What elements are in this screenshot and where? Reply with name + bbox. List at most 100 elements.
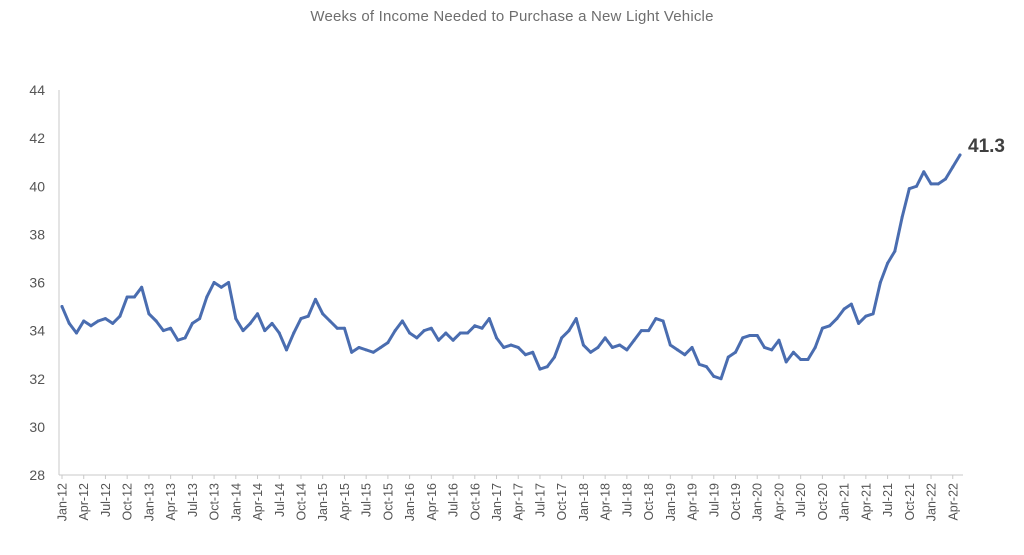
data-point — [386, 341, 390, 345]
data-point — [198, 317, 202, 321]
data-point — [647, 329, 651, 333]
data-point — [67, 321, 71, 325]
data-point — [762, 345, 766, 349]
x-tick-label: Jul-21 — [881, 483, 895, 517]
data-point — [82, 319, 86, 323]
x-tick-label: Jan-19 — [664, 483, 678, 521]
data-point — [596, 345, 600, 349]
x-tick-label: Apr-15 — [338, 483, 352, 521]
x-tick-label: Jan-13 — [142, 483, 156, 521]
data-point — [364, 348, 368, 352]
data-point — [531, 350, 535, 354]
x-tick-label: Jul-12 — [99, 483, 113, 517]
data-point — [864, 314, 868, 318]
data-point — [886, 261, 890, 265]
data-point — [552, 355, 556, 359]
x-tick-label: Oct-20 — [816, 483, 830, 521]
data-point — [538, 367, 542, 371]
x-tick-label: Jul-14 — [273, 483, 287, 517]
x-tick-label: Jan-17 — [490, 483, 504, 521]
data-point — [567, 329, 571, 333]
y-tick-label: 42 — [29, 130, 45, 146]
chart-title: Weeks of Income Needed to Purchase a New… — [310, 8, 714, 25]
data-point — [603, 336, 607, 340]
data-point — [313, 297, 317, 301]
data-point — [306, 314, 310, 318]
x-tick-label: Apr-13 — [164, 483, 178, 521]
data-point — [480, 326, 484, 330]
x-tick-label: Oct-18 — [642, 483, 656, 521]
y-tick-label: 38 — [29, 226, 45, 242]
data-point — [415, 336, 419, 340]
data-point — [632, 338, 636, 342]
data-point — [784, 360, 788, 364]
data-point — [205, 295, 209, 299]
data-point — [676, 348, 680, 352]
data-point — [256, 312, 260, 316]
x-tick-label: Jan-20 — [751, 483, 765, 521]
data-point — [422, 329, 426, 333]
y-tick-label: 28 — [29, 467, 45, 483]
x-tick-label: Jan-21 — [838, 483, 852, 521]
data-point — [74, 331, 78, 335]
data-point — [849, 302, 853, 306]
data-point — [183, 336, 187, 340]
data-point — [89, 324, 93, 328]
data-point — [169, 326, 173, 330]
data-point — [241, 329, 245, 333]
y-tick-label: 30 — [29, 419, 45, 435]
data-point — [335, 326, 339, 330]
y-tick-label: 32 — [29, 371, 45, 387]
data-point — [835, 317, 839, 321]
x-tick-label: Jul-15 — [360, 483, 374, 517]
x-tick-label: Oct-17 — [555, 483, 569, 521]
data-point — [610, 345, 614, 349]
x-tick-label: Oct-15 — [381, 483, 395, 521]
data-point — [690, 345, 694, 349]
data-point — [190, 321, 194, 325]
data-point — [429, 326, 433, 330]
y-tick-label: 36 — [29, 275, 45, 291]
x-tick-label: Jan-15 — [316, 483, 330, 521]
data-point — [400, 319, 404, 323]
x-tick-label: Jul-16 — [447, 483, 461, 517]
x-tick-label: Apr-19 — [686, 483, 700, 521]
data-point — [408, 331, 412, 335]
data-point — [661, 319, 665, 323]
x-tick-label: Jan-18 — [577, 483, 591, 521]
data-point — [487, 317, 491, 321]
data-point — [878, 281, 882, 284]
data-point — [219, 285, 223, 289]
data-point — [842, 307, 846, 311]
data-point — [668, 343, 672, 347]
data-point — [103, 317, 107, 321]
x-axis-ticks: Jan-12 Apr-12 Jul-12 Oct-12 Jan-13 Apr-13 Jul-… — [56, 475, 960, 521]
x-tick-label: Apr-12 — [77, 483, 91, 521]
data-point — [625, 348, 629, 352]
data-point — [523, 353, 527, 357]
data-point — [705, 365, 709, 369]
data-point — [741, 336, 745, 340]
data-point — [929, 182, 933, 186]
data-point — [111, 321, 115, 325]
data-point — [915, 184, 919, 188]
x-tick-label: Oct-21 — [903, 483, 917, 521]
data-point — [545, 365, 549, 369]
x-tick-label: Jul-17 — [533, 483, 547, 517]
data-point — [951, 165, 955, 169]
x-tick-label: Oct-13 — [208, 483, 222, 521]
data-point — [125, 295, 129, 299]
data-point — [393, 329, 397, 333]
data-point — [770, 348, 774, 352]
x-tick-label: Apr-14 — [251, 483, 265, 521]
x-tick-label: Jan-12 — [56, 483, 70, 521]
data-point — [458, 331, 462, 335]
data-point — [777, 338, 781, 342]
data-point — [451, 338, 455, 342]
data-point — [321, 312, 325, 316]
x-tick-label: Apr-18 — [599, 483, 613, 521]
x-tick-label: Apr-22 — [946, 483, 960, 521]
data-point — [176, 338, 180, 342]
x-tick-label: Jan-16 — [403, 483, 417, 521]
